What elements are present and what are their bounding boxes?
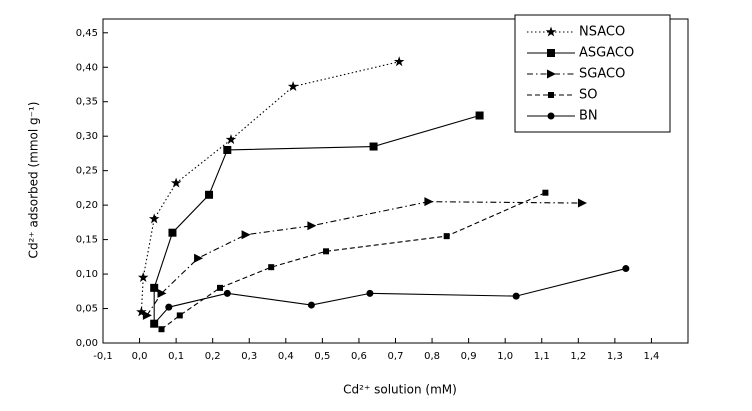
- data-point: [369, 142, 378, 151]
- y-tick-label: 0,25: [76, 166, 98, 177]
- y-tick-label: 0,20: [76, 200, 98, 211]
- data-point: [307, 301, 315, 309]
- y-tick-label: 0,35: [76, 97, 98, 108]
- x-tick-label: 0,5: [314, 351, 330, 362]
- x-tick-label: 0,7: [388, 351, 404, 362]
- y-tick-label: 0,00: [76, 338, 98, 349]
- x-axis-title: Cd²⁺ solution (mM): [343, 383, 457, 397]
- series-line: [161, 192, 546, 330]
- y-tick-label: 0,15: [76, 235, 98, 246]
- data-point: [138, 272, 149, 282]
- data-point: [268, 264, 275, 271]
- data-point: [225, 134, 237, 145]
- legend-label: SO: [579, 88, 597, 103]
- data-point: [223, 289, 231, 297]
- legend-marker: [545, 26, 557, 37]
- series-line: [140, 61, 400, 313]
- data-point: [307, 221, 317, 231]
- data-point: [150, 283, 159, 292]
- data-point: [194, 253, 204, 263]
- x-tick-label: 0,6: [351, 351, 367, 362]
- data-point: [157, 288, 167, 298]
- data-point: [241, 230, 251, 240]
- legend-label: BN: [579, 109, 598, 124]
- y-tick-label: 0,45: [76, 28, 98, 39]
- data-point: [542, 189, 549, 196]
- x-tick-label: 0,8: [424, 351, 440, 362]
- data-point: [323, 248, 330, 255]
- x-tick-label: 1,1: [534, 351, 550, 362]
- x-tick-label: 0,3: [241, 351, 257, 362]
- legend-label: ASGACO: [579, 46, 634, 61]
- x-tick-label: 1,0: [497, 351, 513, 362]
- x-tick-label: 0,4: [278, 351, 294, 362]
- y-tick-label: 0,30: [76, 131, 98, 142]
- data-point: [217, 284, 223, 291]
- data-point: [176, 312, 183, 319]
- x-tick-label: 0,2: [205, 351, 221, 362]
- data-point: [622, 265, 630, 273]
- legend-marker: [548, 92, 554, 98]
- data-point: [168, 228, 177, 237]
- data-point: [205, 190, 214, 199]
- series-line: [153, 268, 626, 325]
- y-tick-label: 0,40: [76, 62, 98, 73]
- data-point: [577, 198, 587, 208]
- data-point: [475, 111, 484, 120]
- x-tick-label: 1,2: [570, 351, 586, 362]
- legend-marker: [547, 69, 556, 79]
- data-point: [512, 292, 520, 300]
- data-point: [142, 310, 152, 320]
- data-point: [150, 320, 158, 328]
- y-axis-title: Cd²⁺ adsorbed (mmol g⁻¹): [27, 102, 41, 259]
- legend-label: SGACO: [579, 67, 625, 82]
- data-point: [136, 306, 147, 317]
- data-point: [149, 213, 160, 224]
- data-point: [223, 145, 232, 154]
- data-point: [158, 326, 165, 333]
- x-tick-label: 1,4: [643, 351, 659, 362]
- data-point: [287, 81, 299, 91]
- data-point: [424, 197, 434, 207]
- data-point: [170, 177, 182, 188]
- legend-label: NSACO: [579, 25, 625, 40]
- legend-marker: [547, 49, 555, 57]
- data-point: [366, 289, 374, 297]
- x-tick-label: -0,1: [93, 351, 113, 362]
- legend-marker: [547, 112, 555, 120]
- x-tick-label: 0,0: [132, 351, 148, 362]
- y-tick-label: 0,10: [76, 269, 98, 280]
- series-line: [153, 114, 480, 324]
- x-tick-label: 1,3: [607, 351, 623, 362]
- x-tick-label: 0,1: [168, 351, 184, 362]
- data-point: [443, 233, 450, 240]
- data-point: [393, 56, 405, 67]
- y-tick-label: 0,05: [76, 304, 98, 315]
- x-tick-label: 0,9: [461, 351, 477, 362]
- data-point: [165, 303, 173, 311]
